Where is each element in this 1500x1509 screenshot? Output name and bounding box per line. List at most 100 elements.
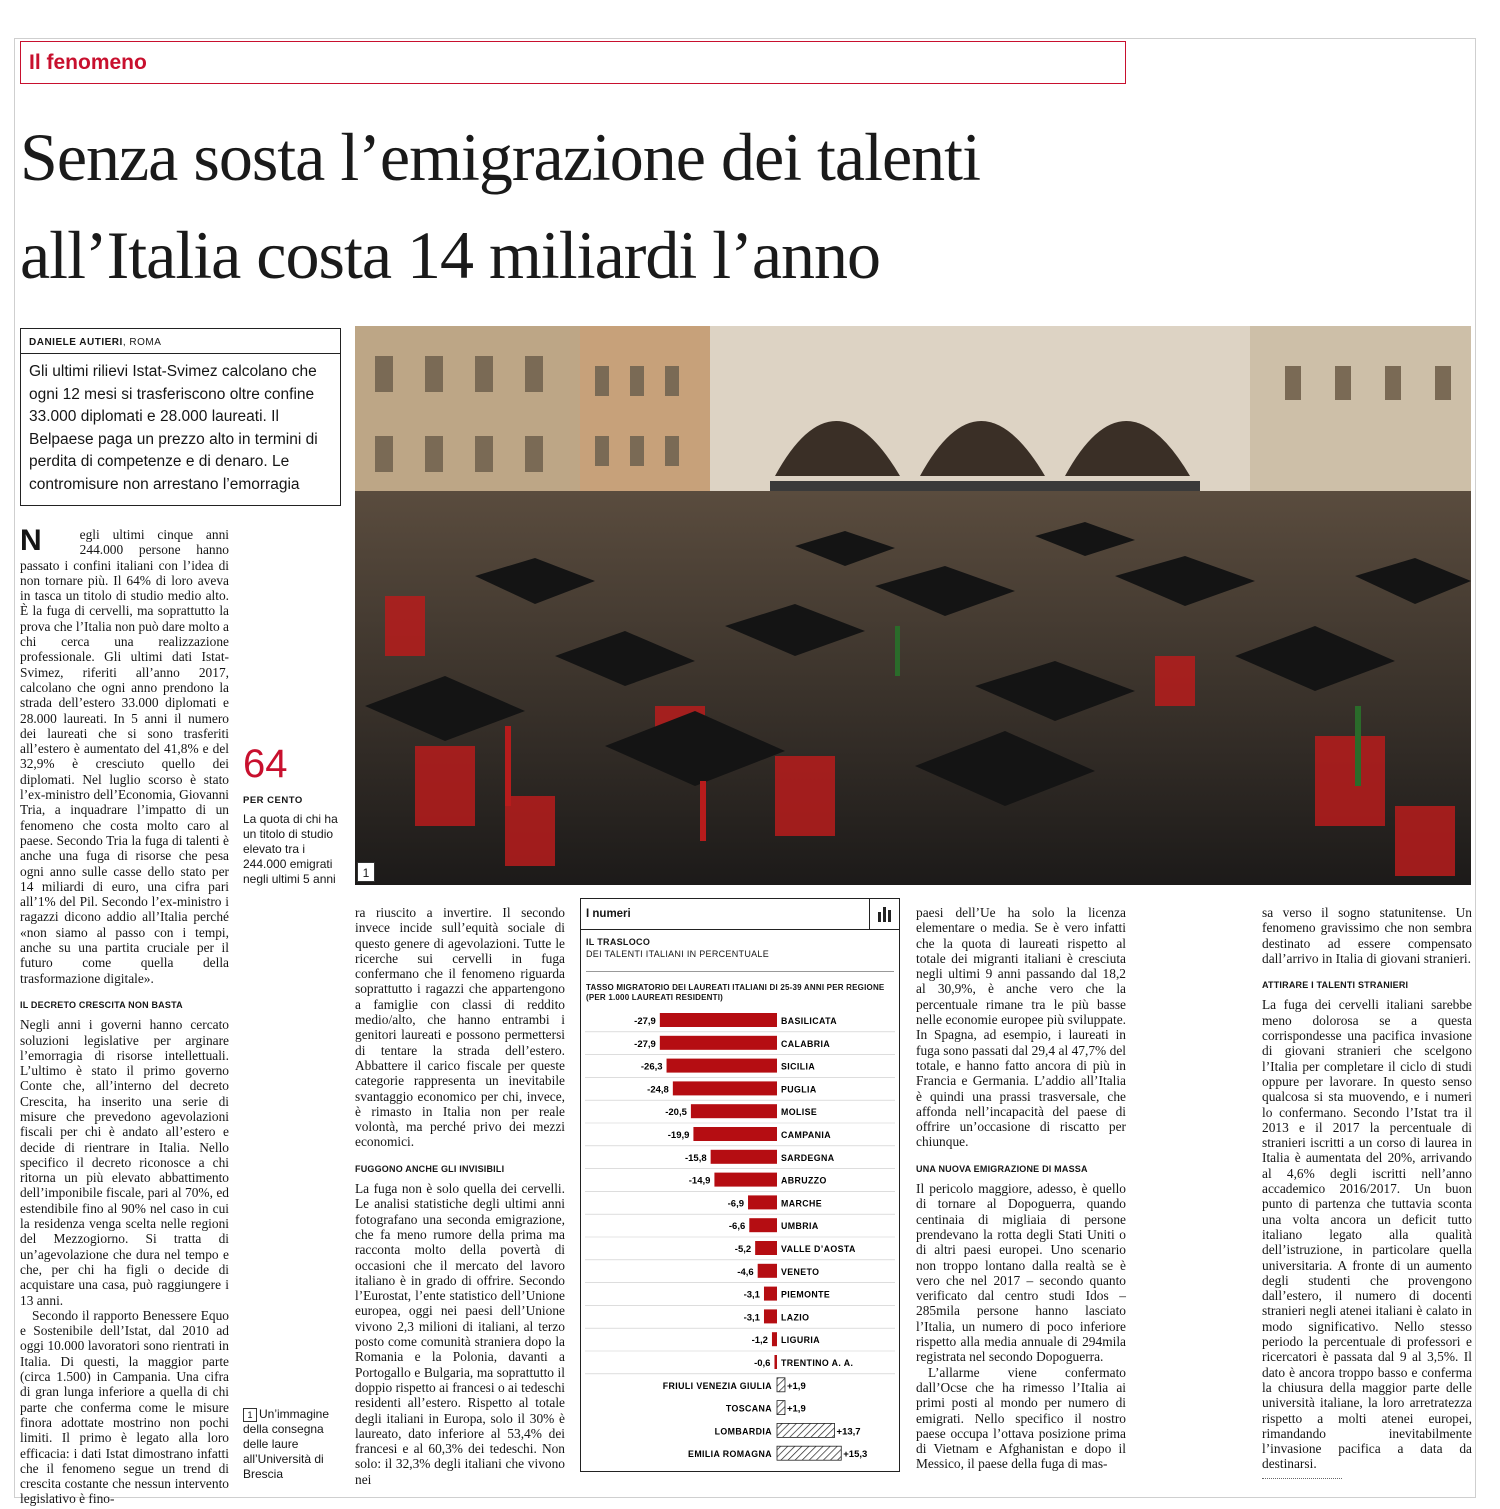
byline-divider — [21, 353, 340, 354]
paragraph: Negli anni i governi hanno cercato soluz… — [20, 1017, 229, 1308]
category-label: PIEMONTE — [781, 1290, 830, 1300]
category-label: VALLE D’AOSTA — [781, 1244, 856, 1254]
paragraph: L’allarme viene confermato dall’Ocse che… — [916, 1364, 1126, 1472]
bar — [690, 1104, 777, 1119]
category-label: CAMPANIA — [781, 1130, 831, 1140]
subheading-invisibili: FUGGONO ANCHE GLI INVISIBILI — [355, 1163, 505, 1174]
byline-location: , ROMA — [122, 337, 162, 348]
section-tag: Il fenomeno — [20, 41, 1126, 84]
value-label: -6,9 — [728, 1198, 744, 1209]
bar — [763, 1286, 777, 1301]
paragraph: Secondo il rapporto Benessere Equo e Sos… — [20, 1307, 229, 1507]
bar — [774, 1355, 777, 1369]
bar — [659, 1035, 777, 1050]
bar — [748, 1195, 777, 1210]
photo-number: 1 — [357, 862, 375, 882]
category-label: CALABRIA — [781, 1039, 830, 1049]
value-label: -1,2 — [752, 1335, 768, 1346]
value-label: -5,2 — [735, 1244, 751, 1255]
summary-box: DANIELE AUTIERI, ROMA Gli ultimi rilievi… — [20, 328, 341, 506]
paragraph: La fuga dei cervelli italiani sarebbe me… — [1262, 997, 1472, 1472]
paragraph: paesi dell’Ue ha solo la licenza element… — [916, 905, 1126, 1150]
column-3: paesi dell’Ue ha solo la licenza element… — [916, 905, 1126, 1472]
value-label: +13,7 — [837, 1426, 861, 1437]
value-label: -20,5 — [665, 1107, 687, 1118]
value-label: -19,9 — [668, 1130, 690, 1141]
category-label: ABRUZZO — [781, 1176, 827, 1186]
subheading-emigrazione: UNA NUOVA EMIGRAZIONE DI MASSA — [916, 1163, 1088, 1174]
caption-text: Un’immagine della consegna delle laure a… — [243, 1407, 330, 1481]
byline-author: DANIELE AUTIERI — [29, 337, 123, 348]
category-label: BASILICATA — [781, 1016, 837, 1026]
headline-line-1: Senza sosta l’emigrazione dei talenti — [20, 119, 981, 195]
infobox-header: I numeri — [586, 908, 631, 920]
value-label: +1,9 — [787, 1381, 806, 1392]
summary-text: Gli ultimi rilievi Istat-Svimez calcolan… — [29, 363, 318, 493]
paragraph: sa verso il sogno statunitense. Un fenom… — [1262, 905, 1472, 966]
value-label: -4,6 — [737, 1267, 753, 1278]
category-label: EMILIA ROMAGNA — [688, 1449, 772, 1459]
bar — [776, 1400, 786, 1416]
value-label: -27,9 — [634, 1039, 656, 1050]
category-label: TRENTINO A. A. — [781, 1358, 853, 1368]
value-label: -26,3 — [641, 1062, 663, 1073]
category-label: SICILIA — [781, 1062, 815, 1072]
category-label: FRIULI VENEZIA GIULIA — [663, 1381, 772, 1391]
value-label: -6,6 — [729, 1221, 745, 1232]
column-2: ra riuscito a invertire. Il secondo inve… — [355, 905, 565, 1487]
value-label: +15,3 — [843, 1449, 867, 1460]
column-4: sa verso il sogno statunitense. Un fenom… — [1262, 905, 1472, 1472]
value-label: -3,1 — [744, 1312, 761, 1323]
bar — [771, 1332, 777, 1347]
category-label: MARCHE — [781, 1198, 822, 1208]
infobox-separator — [586, 971, 894, 972]
bar-chart-icon — [869, 899, 900, 930]
lead-text: egli ultimi cinque anni 244.000 persone … — [20, 527, 229, 986]
bar — [659, 1013, 777, 1027]
category-label: LAZIO — [781, 1312, 809, 1322]
category-label: MOLISE — [781, 1107, 817, 1117]
bar-chart: -27,9 BASILICATA -27,9 CALABRIA -26,3 SICILIA… — [585, 1013, 895, 1461]
stat-description: La quota di chi ha un titolo di studio e… — [243, 812, 338, 886]
bar — [666, 1058, 777, 1073]
stat-value: 64 — [243, 742, 288, 786]
infobox-title: IL TRASLOCO — [586, 937, 651, 947]
bar — [757, 1263, 777, 1278]
bar — [672, 1081, 777, 1096]
category-label: TOSCANA — [726, 1404, 772, 1414]
stat-unit: PER CENTO — [243, 795, 303, 806]
category-label: LIGURIA — [781, 1335, 820, 1345]
value-label: -0,6 — [754, 1358, 770, 1369]
value-label: -15,8 — [685, 1153, 707, 1164]
bar — [693, 1127, 777, 1141]
bar — [763, 1309, 777, 1324]
infobox: I numeri IL TRASLOCO DEI TALENTI ITALIAN… — [580, 898, 900, 1472]
dropcap: N — [20, 524, 42, 557]
category-label: VENETO — [781, 1267, 819, 1277]
byline: DANIELE AUTIERI, ROMA — [29, 337, 161, 348]
bar — [710, 1149, 777, 1164]
value-label: -24,8 — [647, 1084, 669, 1095]
bar — [755, 1241, 777, 1255]
paragraph: La fuga non è solo quella dei cervelli. … — [355, 1181, 565, 1487]
end-mark — [1262, 1478, 1342, 1479]
bar — [776, 1445, 842, 1461]
subheading-stranieri: ATTIRARE I TALENTI STRANIERI — [1262, 980, 1409, 991]
paragraph: ra riuscito a invertire. Il secondo inve… — [355, 905, 565, 1150]
value-label: +1,9 — [787, 1404, 806, 1415]
infobox-divider — [581, 929, 869, 930]
section-label: Il fenomeno — [29, 51, 147, 74]
value-label: -14,9 — [689, 1176, 711, 1187]
value-label: -3,1 — [744, 1290, 761, 1301]
chart-title: TASSO MIGRATORIO DEI LAUREATI ITALIANI D… — [586, 983, 885, 1002]
bar — [749, 1218, 777, 1233]
caption-number: 1 — [243, 1408, 257, 1422]
infobox-subtitle: DEI TALENTI ITALIANI IN PERCENTUALE — [586, 949, 770, 959]
category-label: SARDEGNA — [781, 1153, 835, 1163]
bar — [776, 1377, 786, 1393]
value-label: -27,9 — [634, 1016, 656, 1027]
subheading-decreto: IL DECRETO CRESCITA NON BASTA — [20, 999, 183, 1010]
photo-caption: 1 Un’immagine della consegna delle laure … — [243, 1407, 343, 1482]
bar — [776, 1422, 835, 1438]
